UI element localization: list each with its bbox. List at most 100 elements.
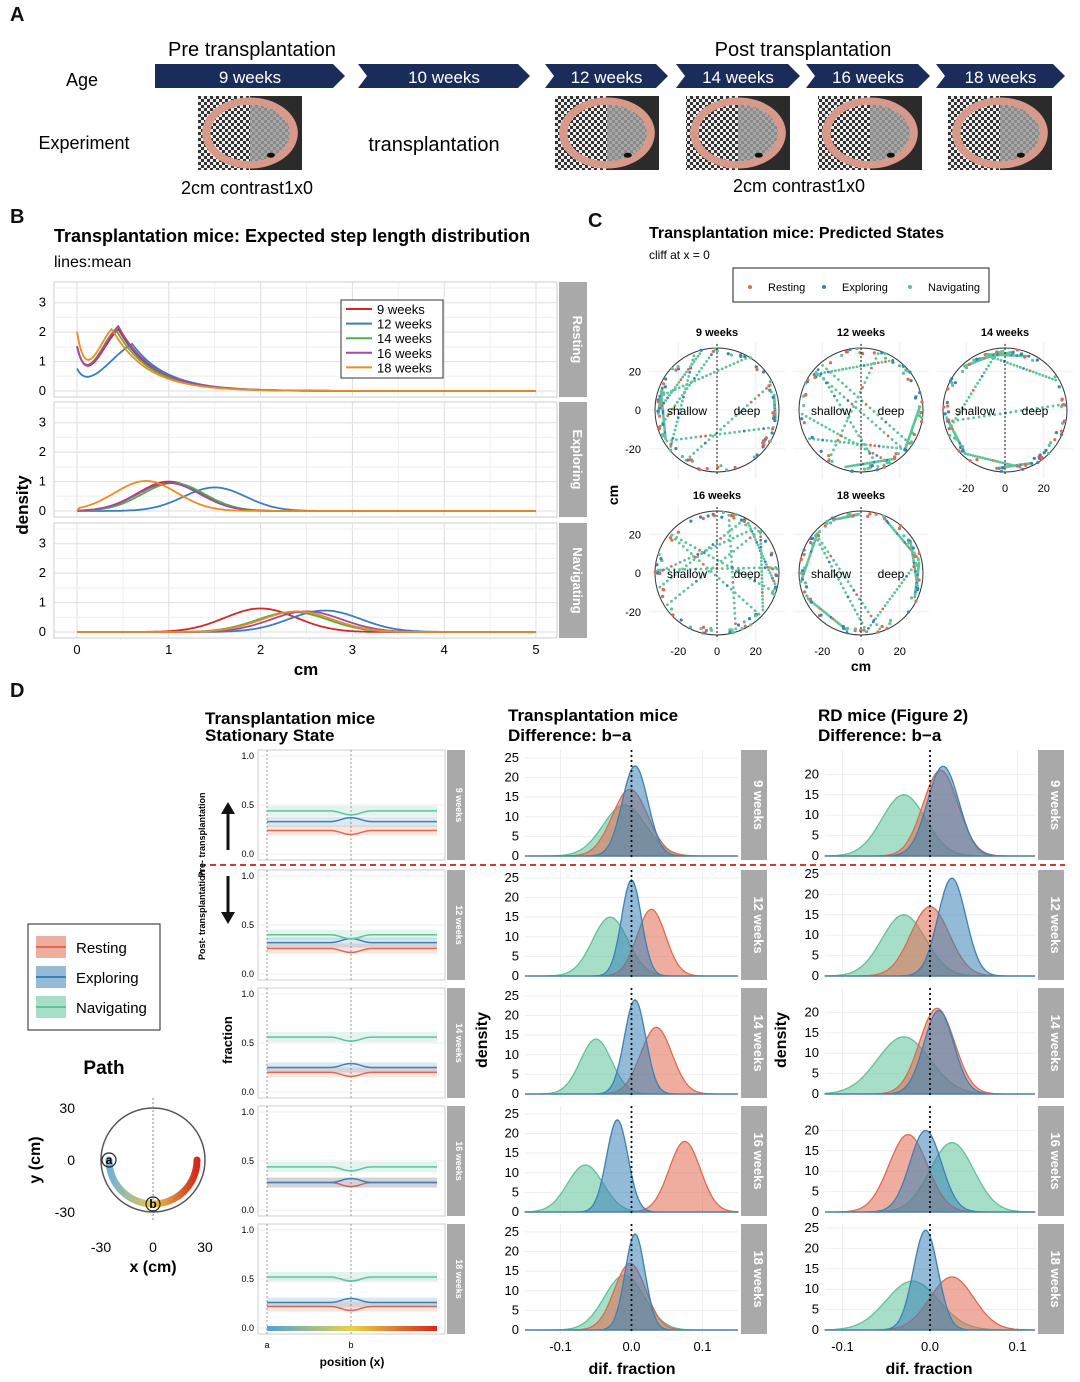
c-point [701, 562, 705, 566]
c-xtick: 0 [1002, 483, 1008, 495]
c-point [841, 367, 845, 371]
c-point [752, 566, 756, 570]
dmid-strip [741, 1106, 767, 1216]
d-legend-label: Navigating [76, 1000, 147, 1017]
c-point [699, 348, 703, 352]
c-deep-label: deep [878, 404, 905, 418]
c-point [818, 543, 822, 547]
c-point [833, 394, 836, 398]
c-point [768, 380, 773, 384]
dright-ytick: 15 [805, 1025, 819, 1040]
c-point [971, 388, 975, 392]
dleft-band-resting [267, 1067, 437, 1078]
c-point [838, 403, 842, 407]
c-point [848, 388, 852, 392]
c-point [958, 410, 962, 413]
c-point [919, 411, 923, 415]
c-point [943, 412, 947, 416]
transplantation-label: transplantation [368, 134, 499, 156]
c-point [693, 555, 697, 559]
c-legend-dot [822, 285, 826, 289]
c-point [902, 578, 906, 581]
dright-ytick: 5 [812, 948, 819, 963]
c-point [688, 365, 692, 369]
c-point [885, 626, 889, 631]
arena-photo-2 [686, 96, 790, 170]
c-xtick: 0 [714, 646, 720, 658]
c-point [677, 386, 681, 390]
c-point [917, 414, 921, 418]
c-point [677, 541, 681, 545]
c-point [740, 358, 744, 362]
c-point [674, 424, 678, 428]
c-point [1030, 358, 1035, 362]
c-point [772, 579, 776, 583]
c-point [729, 353, 734, 357]
c-point [728, 431, 732, 435]
c-point [677, 570, 681, 574]
c-point [874, 617, 878, 621]
c-point [858, 597, 861, 601]
c-point [744, 523, 748, 527]
c-point [1057, 385, 1061, 389]
c-point [1030, 407, 1034, 411]
c-legend-label: Exploring [842, 282, 888, 294]
c-point [762, 427, 766, 430]
c-point [663, 417, 667, 421]
dleft-line-exploring [267, 1177, 437, 1184]
c-deep-label: deep [1022, 404, 1049, 418]
c-point [742, 407, 745, 411]
c-point [759, 542, 763, 546]
c-point [901, 371, 905, 375]
c-point [1060, 397, 1064, 401]
c-point [1047, 376, 1051, 380]
dleft-band-resting [267, 943, 437, 954]
c-point [734, 622, 737, 626]
c-point [841, 429, 844, 433]
c-point [678, 560, 682, 564]
pre-transplantation-label: Pre- transplantation [197, 792, 207, 877]
c-point [716, 369, 720, 372]
dleft-band-navigating [267, 1272, 437, 1283]
c-point [913, 569, 917, 573]
dleft-band-navigating [267, 1161, 437, 1172]
c-point [690, 380, 694, 384]
c-point [803, 566, 807, 570]
c-point [771, 576, 774, 580]
c-point [862, 625, 866, 629]
c-point [743, 624, 747, 628]
c-point [759, 538, 763, 542]
path-xlabel: x (cm) [129, 1259, 176, 1276]
c-point [660, 396, 664, 400]
dmid-strip [741, 870, 767, 980]
age-label: Age [66, 70, 98, 90]
c-point [671, 436, 675, 440]
c-point [677, 380, 681, 384]
c-point [732, 630, 736, 635]
c-point [862, 413, 866, 417]
panel-b-title: Transplantation mice: Expected step leng… [54, 226, 530, 246]
c-point [972, 416, 976, 420]
dmid-ytick: 20 [505, 890, 519, 905]
dleft-band-exploring [267, 1177, 437, 1188]
c-point [1053, 375, 1057, 379]
c-point [659, 390, 663, 394]
c-point [752, 428, 756, 432]
c-point [729, 544, 733, 548]
c-point [668, 410, 672, 414]
c-point [864, 630, 868, 634]
c-point [904, 448, 908, 452]
c-point [848, 347, 852, 352]
dright-facet-16-weeks: 0 5 10 15 20 16 weeks [805, 1106, 1064, 1219]
c-point [693, 546, 697, 550]
c-point [846, 399, 850, 402]
panel-label-d: D [10, 680, 25, 702]
b-legend-label: 9 weeks [377, 302, 425, 317]
c-point [837, 567, 841, 571]
c-point [709, 546, 713, 550]
c-point [966, 452, 970, 456]
c-point [909, 568, 913, 572]
c-point [702, 363, 706, 367]
dmid-ytick: 25 [505, 870, 519, 885]
dmid-ytick: 0 [512, 1204, 519, 1219]
